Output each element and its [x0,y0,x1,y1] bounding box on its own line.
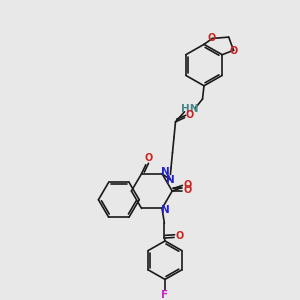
Text: O: O [184,185,192,195]
Text: O: O [145,153,153,163]
Text: N: N [161,167,170,177]
Text: O: O [207,33,215,43]
Text: F: F [161,290,169,300]
Text: O: O [186,110,194,120]
Text: O: O [183,180,191,190]
Text: O: O [230,46,238,56]
Text: N: N [166,175,175,185]
Text: HN: HN [181,104,199,114]
Text: N: N [161,205,170,214]
Text: O: O [176,231,184,241]
